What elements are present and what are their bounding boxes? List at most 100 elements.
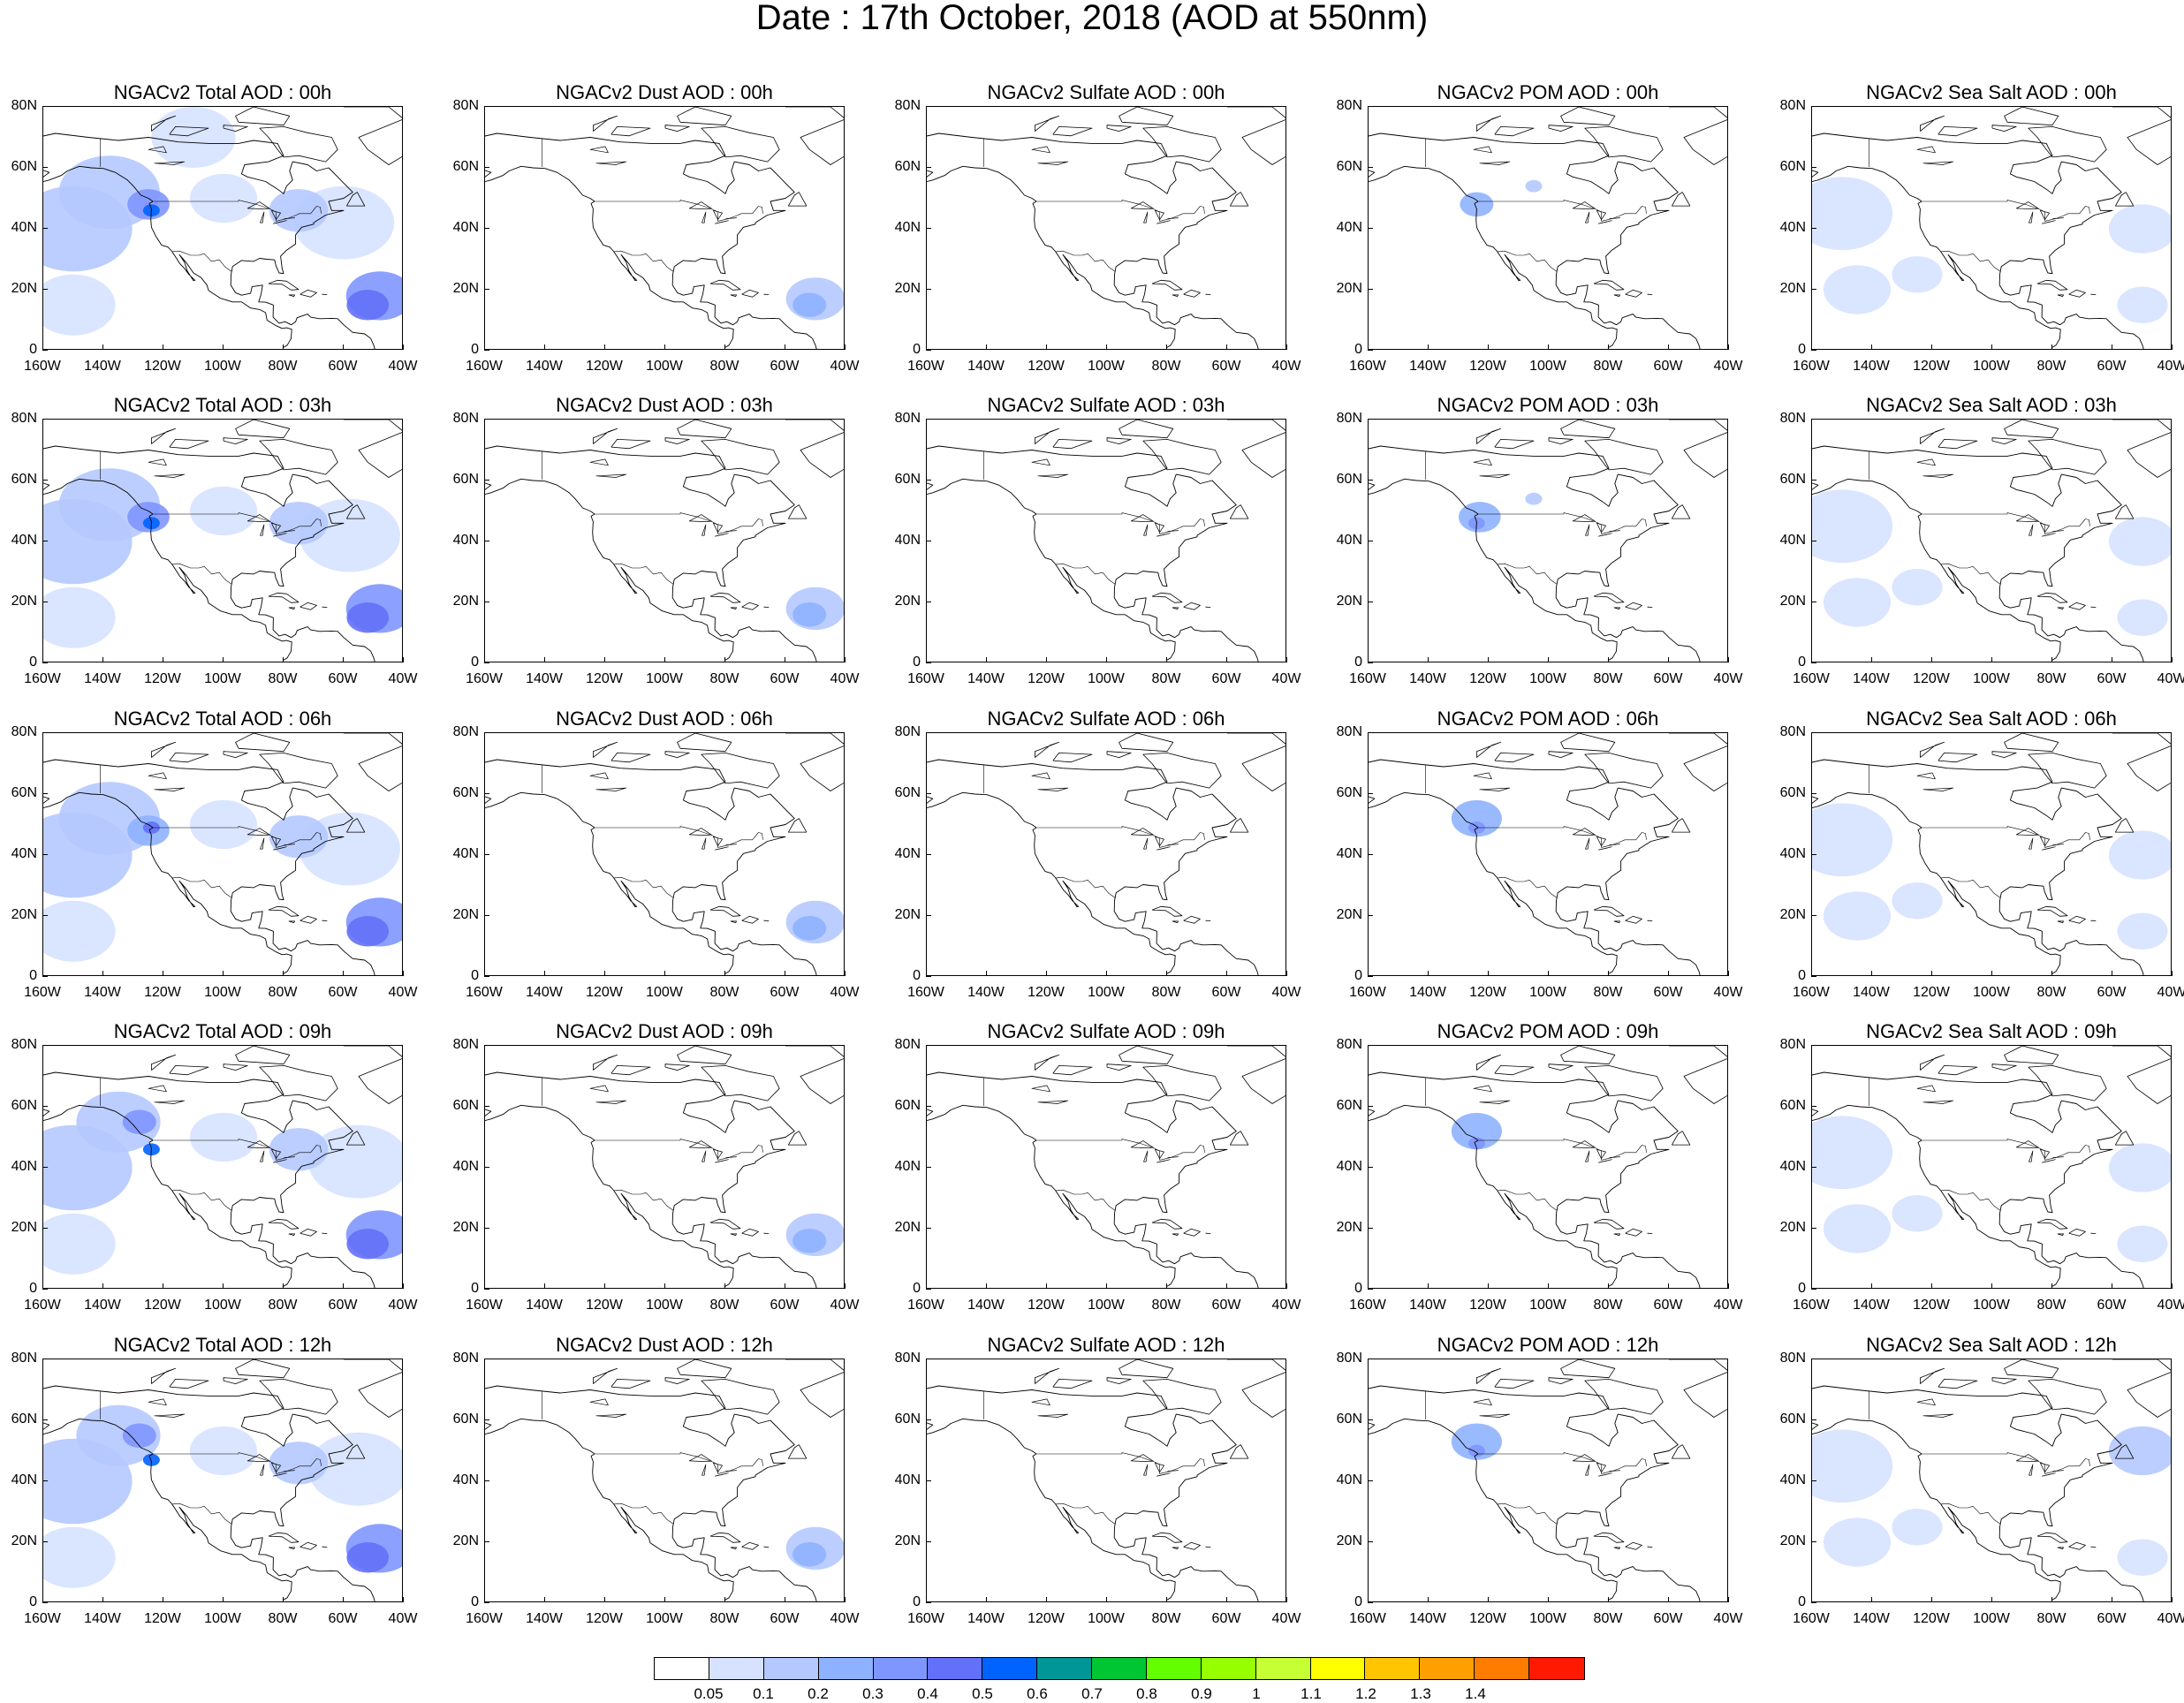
x-tick-mark	[1728, 344, 1729, 350]
colorbar-label: 0.3	[862, 1685, 883, 1703]
map-frame	[42, 106, 403, 350]
y-tick-label: 0	[1776, 1594, 1806, 1610]
x-tick-mark	[1931, 657, 1932, 662]
colorbar-label: 0.6	[1027, 1685, 1048, 1703]
y-tick-label: 0	[1332, 342, 1362, 358]
lake-outline	[1480, 162, 1510, 164]
lake-outline	[1923, 1414, 1953, 1417]
y-tick-label: 60N	[1332, 159, 1362, 175]
x-tick-label: 60W	[770, 359, 800, 375]
lake-outline	[155, 474, 185, 477]
map-frame	[484, 732, 845, 976]
aod-field	[1892, 1509, 1942, 1545]
y-tick-mark	[484, 976, 489, 977]
island-outline	[344, 733, 403, 791]
panel-title: NGACv2 Dust AOD : 03h	[556, 394, 773, 417]
map-svg	[1812, 1359, 2172, 1602]
x-tick-mark	[403, 971, 404, 976]
lake-outline	[1480, 1414, 1510, 1417]
country-border	[1941, 1190, 2001, 1210]
y-tick-label: 20N	[1776, 1533, 1806, 1549]
y-tick-label: 20N	[7, 1533, 37, 1549]
island-outline	[742, 602, 759, 609]
x-tick-mark	[926, 344, 927, 350]
y-tick-label: 0	[1332, 655, 1362, 670]
y-tick-mark	[484, 106, 489, 107]
country-border	[1498, 1503, 1558, 1524]
lake-outline	[726, 1471, 737, 1472]
colorbar-box	[1037, 1658, 1092, 1679]
island-outline	[236, 733, 290, 752]
island-outline	[1920, 1368, 1944, 1383]
aod-field	[346, 916, 389, 947]
aod-field	[43, 275, 116, 336]
aod-field	[792, 292, 826, 317]
y-tick-mark	[42, 1602, 48, 1603]
country-border	[614, 564, 674, 584]
island-outline	[1585, 1379, 1663, 1414]
island-outline	[1594, 1219, 1624, 1229]
x-tick-mark	[1931, 1597, 1932, 1602]
y-tick-mark	[1811, 854, 1816, 855]
map-svg	[927, 733, 1286, 976]
island-outline	[224, 1378, 247, 1384]
x-tick-mark	[544, 344, 545, 350]
colorbar-label: 0.4	[917, 1685, 938, 1703]
y-tick-mark	[1811, 1419, 1816, 1420]
island-outline	[236, 420, 290, 438]
y-tick-label: 40N	[1776, 846, 1806, 862]
aod-field	[2109, 204, 2172, 253]
lake-outline	[1586, 212, 1589, 223]
y-tick-mark	[926, 1289, 931, 1290]
island-outline	[1152, 1219, 1182, 1229]
country-border	[1056, 1190, 1116, 1210]
x-tick-label: 80W	[710, 985, 739, 1001]
x-tick-label: 160W	[1349, 985, 1386, 1001]
x-tick-label: 40W	[2157, 985, 2184, 1001]
island-outline	[1119, 420, 1173, 438]
colorbar-label: 1.2	[1355, 1685, 1376, 1703]
x-tick-label: 60W	[329, 1611, 358, 1627]
lake-outline	[2053, 218, 2064, 219]
x-tick-label: 80W	[269, 985, 298, 1001]
island-outline	[1053, 753, 1092, 761]
lake-outline	[702, 212, 706, 223]
x-tick-mark	[102, 657, 103, 662]
island-outline	[1585, 753, 1663, 788]
island-outline	[701, 1065, 779, 1101]
x-tick-mark	[986, 657, 987, 662]
aod-field	[1824, 1204, 1891, 1253]
island-outline	[1172, 1548, 1179, 1549]
x-tick-mark	[2051, 971, 2052, 976]
y-tick-label: 40N	[7, 846, 37, 862]
country-border	[595, 1453, 763, 1474]
coastline	[485, 133, 817, 350]
x-tick-label: 100W	[1529, 671, 1566, 687]
y-tick-mark	[926, 1106, 931, 1107]
x-tick-label: 100W	[1973, 1611, 2010, 1627]
y-tick-label: 80N	[7, 98, 37, 114]
y-tick-mark	[1368, 854, 1373, 855]
x-tick-label: 120W	[1469, 985, 1506, 1001]
y-tick-mark	[484, 167, 489, 168]
island-outline	[2037, 1533, 2067, 1542]
island-outline	[170, 439, 209, 448]
island-outline	[1992, 752, 2016, 758]
y-tick-label: 20N	[7, 594, 37, 609]
y-tick-mark	[1811, 793, 1816, 794]
island-outline	[2112, 420, 2172, 478]
y-tick-label: 20N	[891, 1220, 921, 1236]
country-border	[1941, 877, 2001, 897]
island-outline	[2005, 1359, 2059, 1378]
island-outline	[300, 916, 317, 923]
island-outline	[710, 1533, 740, 1542]
country-border	[1941, 564, 2001, 584]
y-tick-label: 0	[1776, 1281, 1806, 1297]
island-outline	[2112, 1359, 2172, 1418]
colorbar-box	[1256, 1658, 1311, 1679]
x-tick-label: 140W	[84, 671, 121, 687]
island-outline	[260, 1379, 337, 1414]
x-tick-mark	[1106, 1597, 1107, 1602]
island-outline	[170, 1065, 209, 1074]
x-tick-label: 140W	[1409, 1611, 1446, 1627]
